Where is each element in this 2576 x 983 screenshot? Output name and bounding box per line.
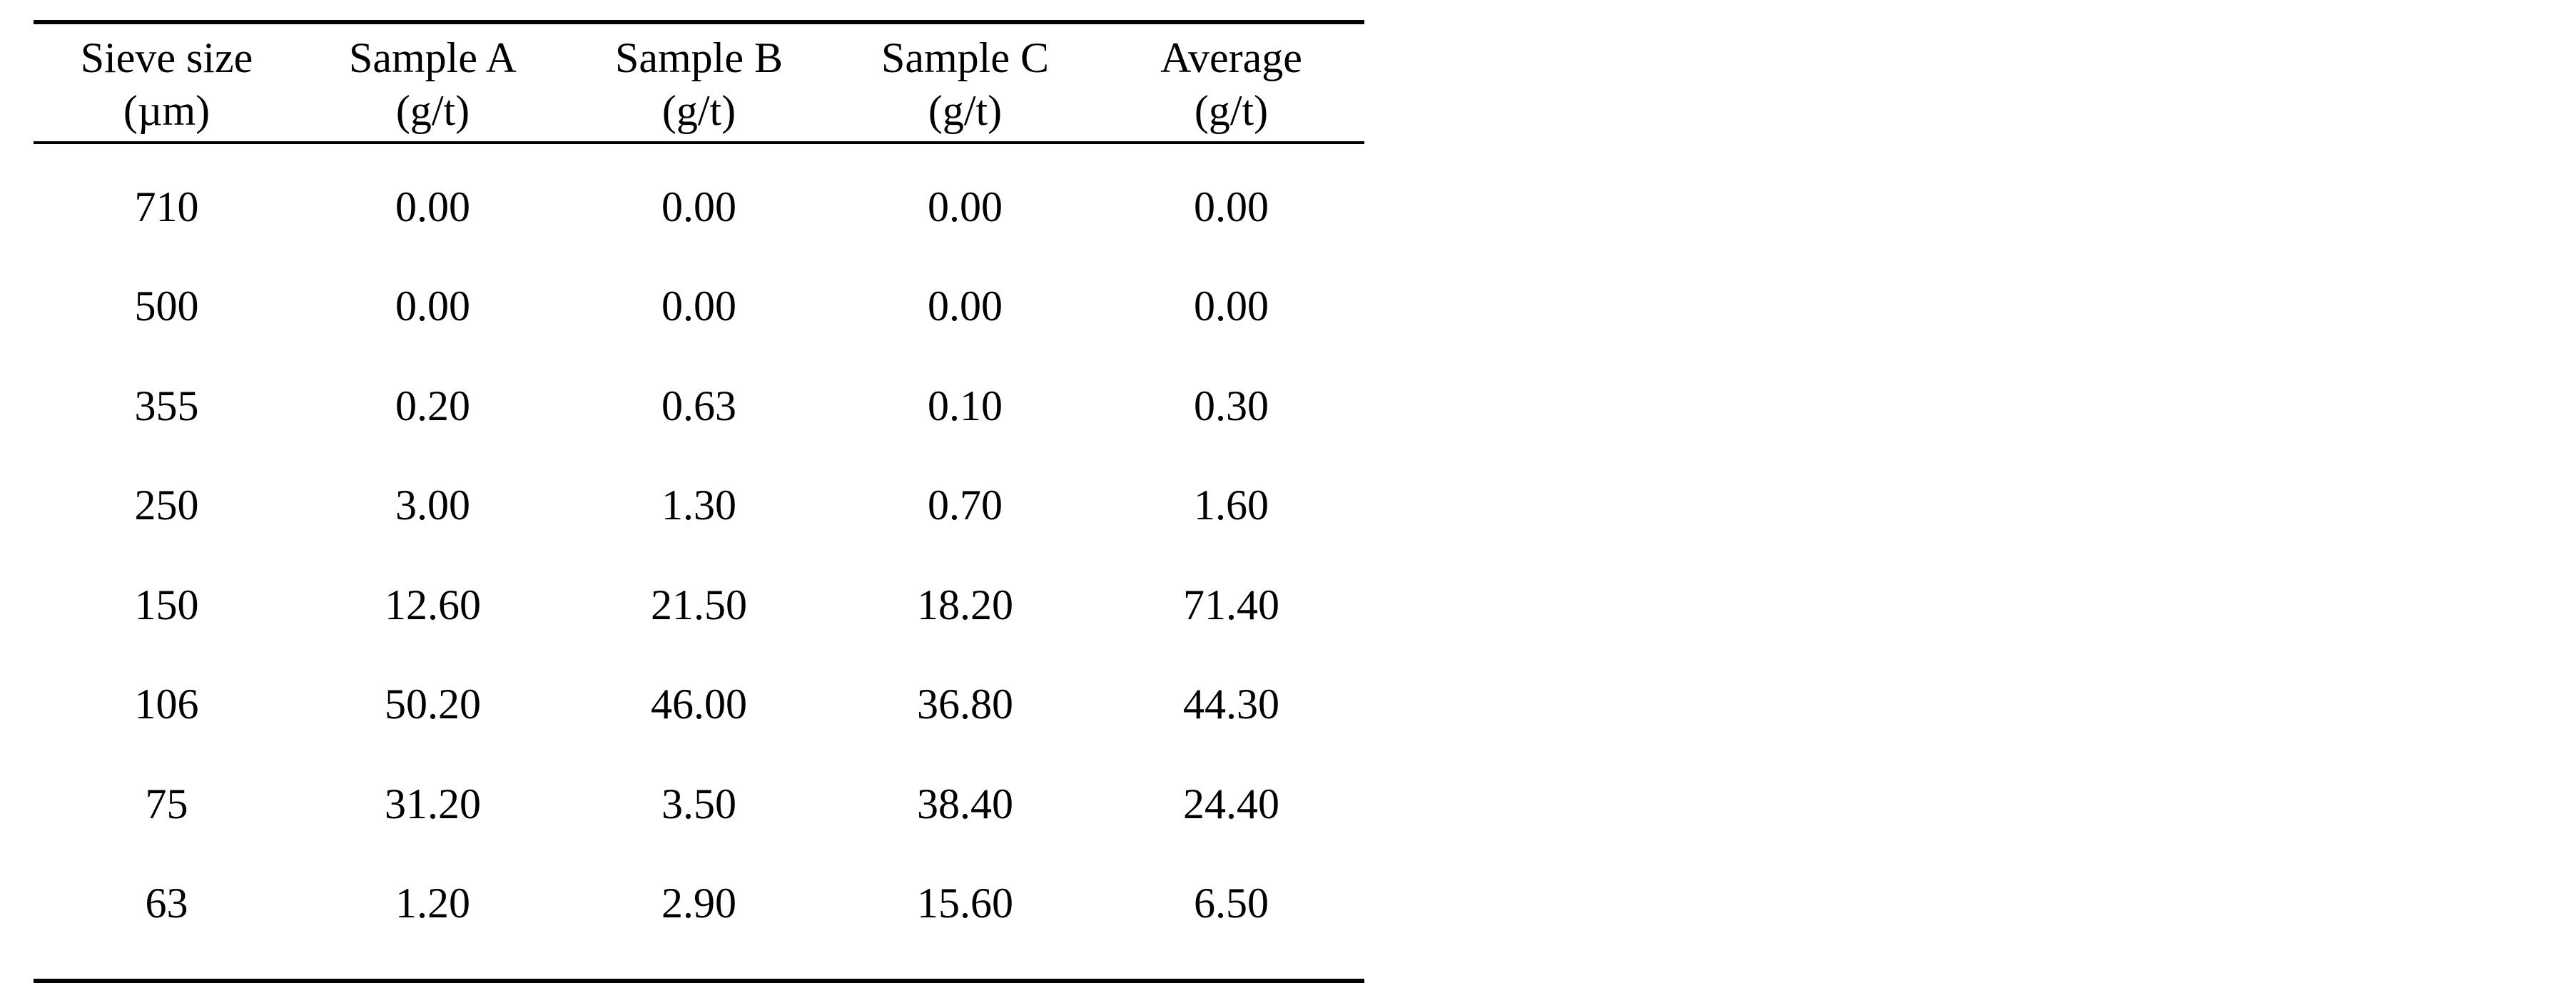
table-bottom-rule: [34, 979, 1364, 983]
cell-sample-c: 36.80: [917, 681, 1013, 728]
cell-sample-b: 21.50: [651, 581, 747, 628]
header-label: Sample A: [349, 34, 517, 81]
cell-sample-b: 0.00: [661, 183, 736, 230]
cell-average: 0.00: [1194, 282, 1269, 330]
cell-sample-b: 0.63: [661, 382, 736, 429]
table-row: 500 0.00 0.00 0.00 0.00: [34, 257, 1364, 357]
cell-average: 71.40: [1183, 581, 1279, 628]
cell-sample-b: 1.30: [661, 482, 736, 529]
cell-average: 0.30: [1194, 382, 1269, 429]
header-label: Sieve size: [80, 34, 253, 81]
cell-average: 0.00: [1194, 183, 1269, 230]
cell-sample-a: 1.20: [395, 880, 470, 927]
cell-sample-b: 0.00: [661, 282, 736, 330]
table-body: 710 0.00 0.00 0.00 0.00 500 0.00 0.00 0.…: [34, 144, 1364, 979]
cell-sieve-size: 75: [145, 780, 188, 827]
cell-sample-c: 38.40: [917, 780, 1013, 827]
cell-sample-b: 2.90: [661, 880, 736, 927]
header-unit: (g/t): [1194, 87, 1269, 134]
header-unit: (µm): [123, 87, 211, 134]
cell-sample-a: 12.60: [385, 581, 481, 628]
header-label: Sample C: [881, 34, 1049, 81]
table-top-rule: [34, 20, 1364, 24]
cell-average: 6.50: [1194, 880, 1269, 927]
cell-sieve-size: 63: [145, 880, 188, 927]
cell-average: 44.30: [1183, 681, 1279, 728]
cell-sample-c: 0.00: [928, 282, 1003, 330]
sieve-analysis-table: Sieve size (µm) Sample A (g/t) Sample B …: [34, 20, 1364, 983]
cell-sample-c: 0.70: [928, 482, 1003, 529]
table-row: 710 0.00 0.00 0.00 0.00: [34, 157, 1364, 257]
cell-sample-a: 3.00: [395, 482, 470, 529]
table-row: 150 12.60 21.50 18.20 71.40: [34, 555, 1364, 655]
table-header-rule: [34, 141, 1364, 144]
cell-average: 24.40: [1183, 780, 1279, 827]
cell-sieve-size: 710: [134, 183, 199, 230]
header-label: Average: [1160, 34, 1302, 81]
cell-sample-c: 15.60: [917, 880, 1013, 927]
cell-average: 1.60: [1194, 482, 1269, 529]
cell-sample-c: 0.10: [928, 382, 1003, 429]
cell-sieve-size: 250: [134, 482, 199, 529]
cell-sieve-size: 500: [134, 282, 199, 330]
table-row: 75 31.20 3.50 38.40 24.40: [34, 754, 1364, 854]
cell-sample-b: 3.50: [661, 780, 736, 827]
table-row: 63 1.20 2.90 15.60 6.50: [34, 854, 1364, 954]
cell-sample-a: 0.00: [395, 282, 470, 330]
cell-sieve-size: 150: [134, 581, 199, 628]
header-sieve-size: Sieve size (µm): [34, 24, 300, 141]
table-row: 250 3.00 1.30 0.70 1.60: [34, 456, 1364, 556]
table-header-row: Sieve size (µm) Sample A (g/t) Sample B …: [34, 24, 1364, 141]
header-sample-b: Sample B (g/t): [566, 24, 832, 141]
header-label: Sample B: [615, 34, 783, 81]
table-row: 355 0.20 0.63 0.10 0.30: [34, 356, 1364, 456]
header-unit: (g/t): [395, 87, 470, 134]
header-unit: (g/t): [928, 87, 1003, 134]
cell-sieve-size: 355: [134, 382, 199, 429]
header-average: Average (g/t): [1098, 24, 1364, 141]
cell-sample-c: 0.00: [928, 183, 1003, 230]
header-sample-a: Sample A (g/t): [300, 24, 566, 141]
cell-sample-c: 18.20: [917, 581, 1013, 628]
table-row: 106 50.20 46.00 36.80 44.30: [34, 655, 1364, 755]
cell-sieve-size: 106: [134, 681, 199, 728]
cell-sample-a: 0.00: [395, 183, 470, 230]
header-unit: (g/t): [661, 87, 736, 134]
cell-sample-a: 0.20: [395, 382, 470, 429]
cell-sample-b: 46.00: [651, 681, 747, 728]
cell-sample-a: 50.20: [385, 681, 481, 728]
header-sample-c: Sample C (g/t): [832, 24, 1098, 141]
cell-sample-a: 31.20: [385, 780, 481, 827]
